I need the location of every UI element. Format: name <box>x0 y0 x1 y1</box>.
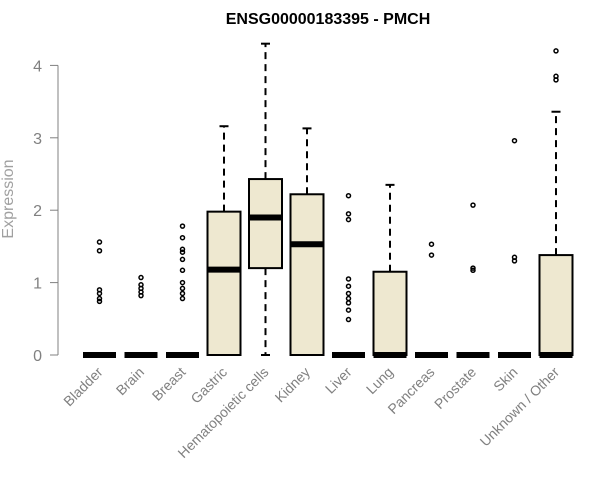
box-bladder <box>83 239 116 358</box>
outlier-point <box>345 276 352 282</box>
outlier-point <box>179 256 186 263</box>
outlier-point <box>428 252 435 258</box>
box-unknown-other <box>538 48 574 358</box>
box-brain <box>124 274 158 358</box>
box-prostate <box>456 202 490 358</box>
outlier-point <box>179 246 186 253</box>
y-tick-label: 2 <box>33 203 42 220</box>
x-tick-label: Brain <box>113 364 147 398</box>
outlier-point <box>96 290 103 297</box>
outlier-point <box>138 292 144 299</box>
box-gastric <box>206 125 242 356</box>
y-tick-label: 0 <box>33 348 42 365</box>
outlier-point <box>428 241 435 247</box>
outlier-point <box>96 295 103 302</box>
box-hematopoietic-cells <box>248 42 283 356</box>
outlier-point <box>179 285 186 292</box>
y-axis-label: Expression <box>0 159 17 238</box>
chart-title: ENSG00000183395 - PMCH <box>226 11 431 28</box>
x-tick-label: Liver <box>322 364 355 397</box>
outlier-point <box>345 295 352 302</box>
x-tick-label: Breast <box>149 364 189 404</box>
box-iqr <box>289 193 325 356</box>
box-lung <box>372 183 408 358</box>
outlier-point <box>179 249 186 255</box>
outlier-point <box>345 216 352 223</box>
outlier-point <box>345 316 352 323</box>
outlier-point <box>553 77 559 83</box>
box-iqr <box>538 254 574 356</box>
x-tick-label: Lung <box>363 364 396 397</box>
outlier-point <box>96 298 103 305</box>
outlier-point <box>345 307 352 313</box>
outlier-point <box>179 295 186 302</box>
outlier-point <box>179 234 186 241</box>
outlier-point <box>179 223 186 229</box>
boxplot-series <box>83 42 574 358</box>
outlier-point <box>96 247 103 254</box>
outlier-point <box>345 192 352 199</box>
box-kidney <box>289 127 325 356</box>
y-tick-label: 1 <box>33 276 42 293</box>
outlier-point <box>553 48 559 54</box>
box-pancreas <box>415 241 448 358</box>
outlier-point <box>470 202 476 208</box>
outlier-point <box>470 265 476 271</box>
box-iqr <box>372 270 408 356</box>
outlier-point <box>345 300 352 306</box>
outlier-point <box>345 283 352 289</box>
box-iqr <box>248 178 283 270</box>
x-tick-label: Unknown / Other <box>477 364 563 450</box>
box-liver <box>332 192 365 358</box>
outlier-point <box>96 239 103 245</box>
outlier-point <box>345 290 352 297</box>
x-tick-label: Prostate <box>431 364 479 412</box>
outlier-point <box>511 137 518 144</box>
outlier-point <box>179 279 186 286</box>
y-tick-label: 3 <box>33 131 42 148</box>
box-iqr <box>206 210 242 356</box>
y-axis: 0 1 2 3 4 <box>33 58 59 365</box>
y-tick-label: 4 <box>33 58 42 75</box>
x-tick-label: Kidney <box>272 364 314 406</box>
outlier-point <box>138 274 144 281</box>
x-tick-label: Bladder <box>60 364 106 410</box>
box-breast <box>166 223 199 358</box>
outlier-point <box>511 258 518 264</box>
box-skin <box>498 137 531 358</box>
outlier-point <box>179 290 186 297</box>
outlier-point <box>179 267 186 274</box>
outlier-point <box>470 267 476 274</box>
x-tick-label: Skin <box>490 364 521 395</box>
outlier-point <box>345 211 352 217</box>
